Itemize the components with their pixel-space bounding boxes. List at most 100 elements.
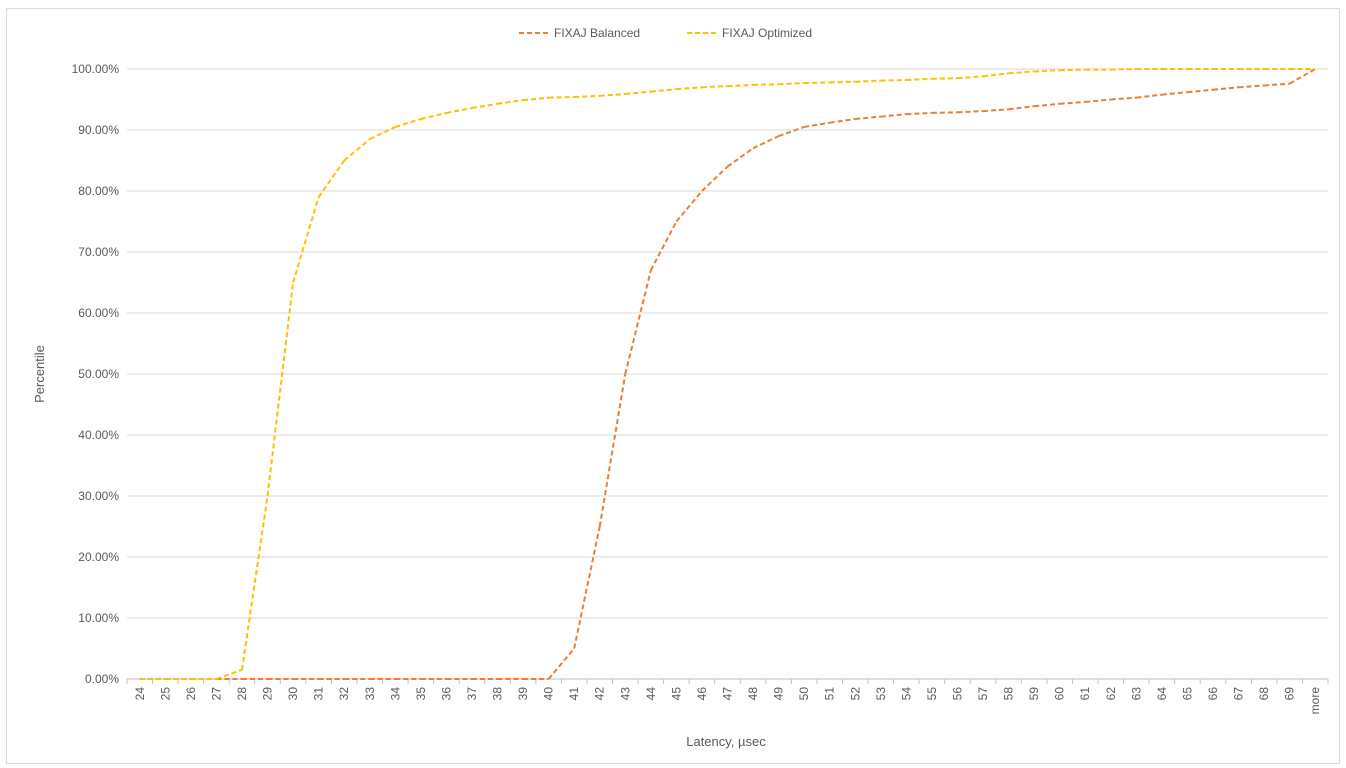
x-tick-label: 34 <box>388 687 402 701</box>
series-segment <box>1212 86 1239 91</box>
x-tick-label: 66 <box>1206 687 1220 701</box>
series-segment <box>906 77 932 81</box>
x-tick-label: 25 <box>158 687 172 701</box>
x-tick-label: 67 <box>1232 687 1246 701</box>
x-tick-label: 55 <box>925 687 939 701</box>
legend-label: FIXAJ Optimized <box>722 26 812 40</box>
legend-item: FIXAJ Balanced <box>519 26 640 40</box>
series-segment <box>676 86 703 91</box>
x-tick-label: 35 <box>414 687 428 701</box>
x-tick-label: 37 <box>465 687 479 701</box>
series-segment <box>1238 84 1265 89</box>
x-tick-label: 24 <box>133 687 147 701</box>
series-segment <box>906 111 932 116</box>
y-tick-label: 10.00% <box>78 611 119 625</box>
series-segment <box>1289 68 1316 85</box>
x-tick-label: 65 <box>1180 687 1194 701</box>
x-tick-label: 39 <box>516 687 530 701</box>
series-segment <box>727 83 754 88</box>
y-tick-label: 70.00% <box>78 245 119 259</box>
x-tick-label: 50 <box>797 687 811 701</box>
series-balanced <box>139 68 1316 680</box>
x-tick-label: 36 <box>439 687 453 701</box>
x-tick-label: 31 <box>312 687 326 701</box>
series-segment <box>497 99 524 105</box>
x-tick-label: 46 <box>695 687 709 701</box>
x-tick-label: 53 <box>874 687 888 701</box>
series-segment <box>931 77 958 80</box>
x-tick-label: 42 <box>593 687 607 701</box>
y-tick-label: 40.00% <box>78 428 119 442</box>
gridlines <box>127 68 1328 680</box>
series-segment <box>855 79 881 83</box>
x-tick-label: 52 <box>848 687 862 701</box>
x-tick-label: 69 <box>1283 687 1297 701</box>
series-segment <box>1034 102 1060 108</box>
series-segment <box>650 88 677 93</box>
series-segment <box>292 196 320 283</box>
x-tick-label: 61 <box>1078 687 1092 701</box>
series-segment <box>931 111 958 114</box>
series-segment <box>982 72 1009 78</box>
series-segment <box>982 108 1009 113</box>
y-tick-label: 60.00% <box>78 306 119 320</box>
series-segment <box>369 126 396 141</box>
series-segment <box>240 495 269 670</box>
x-tick-label: 63 <box>1129 687 1143 701</box>
x-tick-label: 38 <box>491 687 505 701</box>
series-segment <box>649 221 678 271</box>
series-segment <box>778 126 805 138</box>
x-tick-label: 68 <box>1257 687 1271 701</box>
x-tick-label: 48 <box>746 687 760 701</box>
series-segment <box>1059 68 1086 72</box>
series-segment <box>317 159 346 198</box>
series-segment <box>522 96 549 102</box>
x-tick-label: 29 <box>261 687 275 701</box>
series-segment <box>726 147 754 168</box>
series-segment <box>1008 70 1035 75</box>
series-segment <box>446 107 473 114</box>
series-segment <box>675 190 703 223</box>
series-segment <box>701 85 728 89</box>
series-segment <box>778 82 805 86</box>
series-segment <box>829 118 856 124</box>
series-segment <box>573 526 601 649</box>
chart-frame <box>6 8 1340 764</box>
series-segment <box>625 90 651 96</box>
x-axis-ticks: 24 25 26 27 28 29 30 31 32 33 34 35 36 37 38 39 40 41 42 43… <box>126 679 1329 715</box>
series-segment <box>343 138 371 162</box>
series-segment <box>701 165 729 192</box>
y-axis-ticks: 0.00% 10.00% 20.00% 30.00% 40.00% 50.00% 60.00… <box>72 62 120 686</box>
x-axis-title: Latency, µsec <box>686 734 766 749</box>
x-tick-label: 30 <box>286 687 300 701</box>
series-segment <box>1034 69 1060 73</box>
y-tick-label: 30.00% <box>78 489 119 503</box>
series-segment <box>1136 93 1163 99</box>
x-tick-label: 62 <box>1104 687 1118 701</box>
x-tick-label: more <box>1308 687 1322 715</box>
x-tick-label: 58 <box>1002 687 1016 701</box>
series-lines <box>139 68 1316 680</box>
series-segment <box>420 111 447 120</box>
series-segment <box>599 93 626 97</box>
series-segment <box>266 282 295 497</box>
x-tick-label: 27 <box>209 687 223 701</box>
series-segment <box>880 78 907 82</box>
x-tick-label: 41 <box>567 687 581 701</box>
x-tick-label: 47 <box>721 687 735 701</box>
series-segment <box>1085 98 1111 103</box>
x-tick-label: 49 <box>772 687 786 701</box>
y-tick-label: 50.00% <box>78 367 119 381</box>
y-tick-label: 100.00% <box>72 62 120 76</box>
y-tick-label: 0.00% <box>85 672 119 686</box>
series-segment <box>752 135 780 150</box>
series-segment <box>574 94 600 99</box>
series-segment <box>1008 105 1035 111</box>
legend-label: FIXAJ Balanced <box>554 26 640 40</box>
x-tick-label: 33 <box>363 687 377 701</box>
series-segment <box>1110 96 1137 101</box>
x-tick-label: 51 <box>823 687 837 701</box>
y-tick-label: 80.00% <box>78 184 119 198</box>
series-segment <box>471 102 498 110</box>
series-segment <box>624 270 652 375</box>
